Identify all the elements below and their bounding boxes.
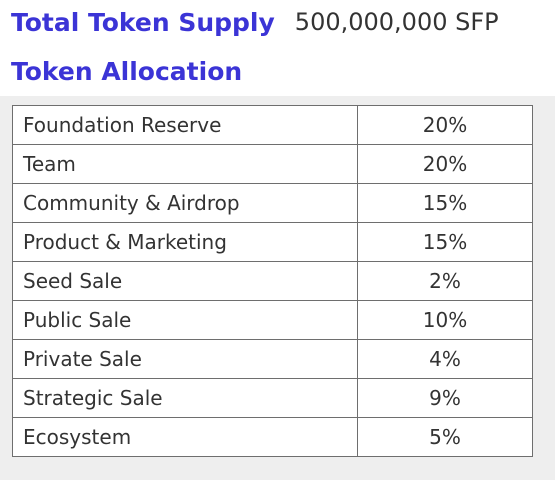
table-row: Foundation Reserve 20% <box>12 105 533 145</box>
allocation-name: Product & Marketing <box>12 222 358 262</box>
allocation-percent: 5% <box>357 417 533 457</box>
table-row: Community & Airdrop 15% <box>12 183 533 223</box>
allocation-name: Community & Airdrop <box>12 183 358 223</box>
total-supply-value: 500,000,000 SFP <box>294 8 499 36</box>
allocation-percent: 20% <box>357 144 533 184</box>
table-row: Strategic Sale 9% <box>12 378 533 418</box>
allocation-name: Team <box>12 144 358 184</box>
table-row: Ecosystem 5% <box>12 417 533 457</box>
allocation-percent: 20% <box>357 105 533 145</box>
allocation-percent: 15% <box>357 222 533 262</box>
table-row: Product & Marketing 15% <box>12 222 533 262</box>
allocation-percent: 9% <box>357 378 533 418</box>
table-row: Private Sale 4% <box>12 339 533 379</box>
allocation-name: Strategic Sale <box>12 378 358 418</box>
allocation-percent: 10% <box>357 300 533 340</box>
table-row: Team 20% <box>12 144 533 184</box>
allocation-table-container: Foundation Reserve 20% Team 20% Communit… <box>0 96 555 480</box>
total-supply-label: Total Token Supply <box>11 7 275 37</box>
allocation-percent: 4% <box>357 339 533 379</box>
allocation-percent: 2% <box>357 261 533 301</box>
allocation-name: Public Sale <box>12 300 358 340</box>
table-row: Seed Sale 2% <box>12 261 533 301</box>
allocation-name: Foundation Reserve <box>12 105 358 145</box>
allocation-table: Foundation Reserve 20% Team 20% Communit… <box>12 105 533 457</box>
allocation-name: Seed Sale <box>12 261 358 301</box>
allocation-name: Ecosystem <box>12 417 358 457</box>
allocation-name: Private Sale <box>12 339 358 379</box>
total-supply-line: Total Token Supply 500,000,000 SFP <box>11 2 499 42</box>
token-allocation-title: Token Allocation <box>11 56 243 86</box>
allocation-percent: 15% <box>357 183 533 223</box>
table-row: Public Sale 10% <box>12 300 533 340</box>
